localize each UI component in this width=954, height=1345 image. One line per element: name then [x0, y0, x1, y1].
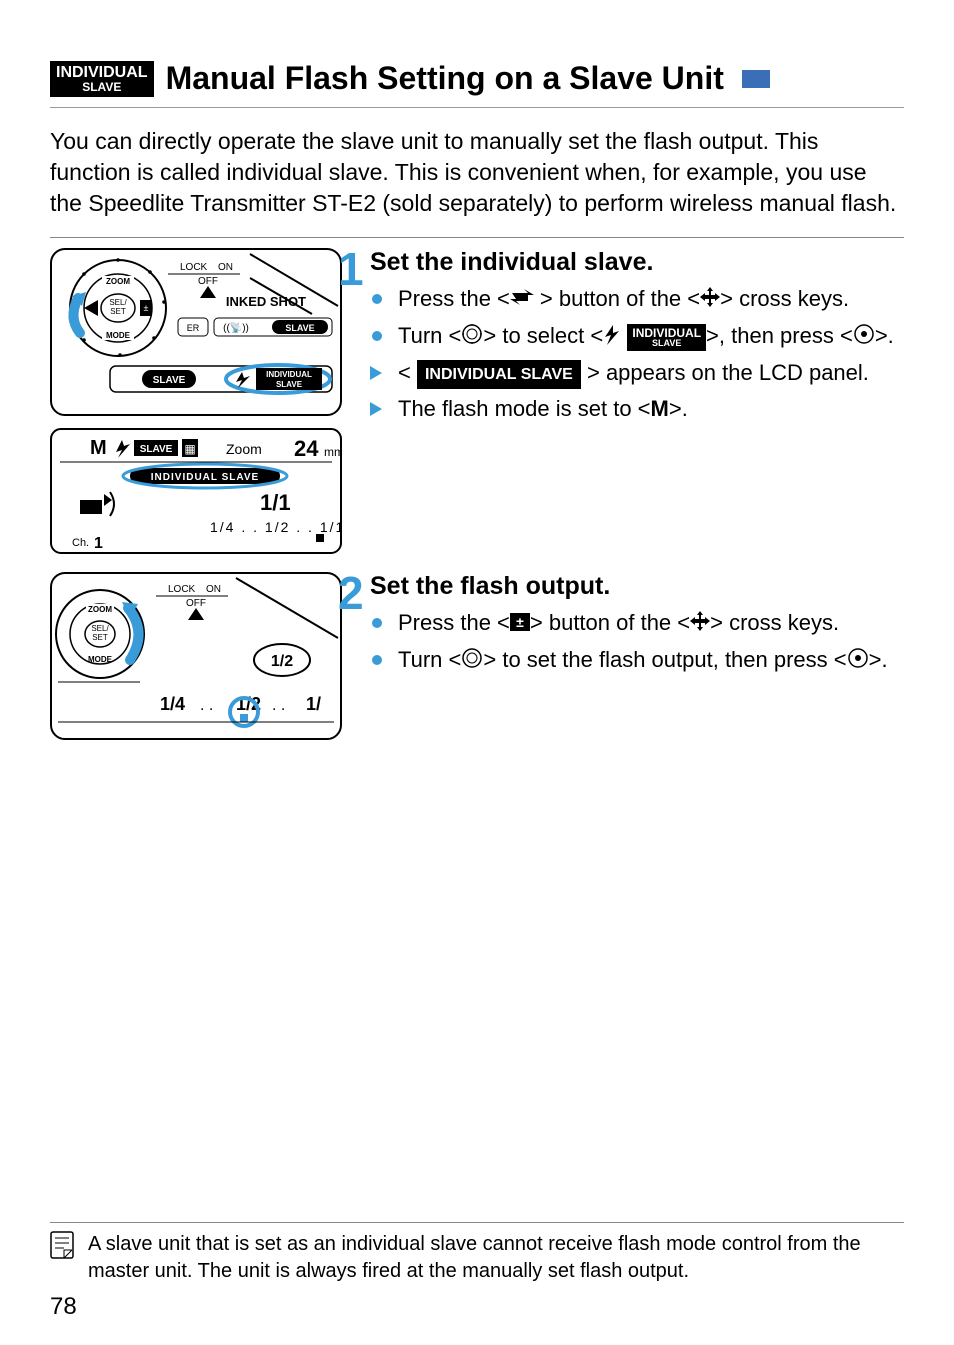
svg-text:LOCK: LOCK — [180, 262, 208, 273]
svg-text:SLAVE: SLAVE — [285, 323, 314, 333]
footnote-text: A slave unit that is set as an individua… — [88, 1231, 904, 1285]
svg-text:Ch.: Ch. — [72, 537, 89, 549]
svg-text:Zoom: Zoom — [226, 441, 262, 457]
plusminus-icon: ± — [510, 608, 530, 640]
svg-text:SLAVE: SLAVE — [276, 380, 303, 389]
step2-figures: SEL/ SET ZOOM MODE LOCK ON OFF — [50, 572, 342, 740]
svg-text:MODE: MODE — [88, 655, 113, 664]
divider — [50, 237, 904, 238]
step1-bullets: Press the <> button of the <> cross keys… — [364, 283, 904, 425]
step2-bullets: Press the <±> button of the <> cross key… — [364, 607, 904, 677]
footnote-region: A slave unit that is set as an individua… — [50, 1222, 904, 1285]
page-title: Manual Flash Setting on a Slave Unit — [166, 60, 724, 97]
step-2: SEL/ SET ZOOM MODE LOCK ON OFF — [50, 572, 904, 740]
step-1: SEL/ SET ZOOM MODE — [50, 248, 904, 554]
svg-text:±: ± — [144, 303, 149, 313]
svg-text:ZOOM: ZOOM — [88, 605, 112, 614]
dial-icon — [461, 646, 483, 678]
svg-text:((📡)): ((📡)) — [223, 321, 249, 334]
figure-2: M SLAVE ▦ Zoom 24 mm INDIVIDUAL SLAVE — [50, 428, 342, 554]
svg-text:ER: ER — [187, 323, 200, 333]
step1-item3: < INDIVIDUAL SLAVE > appears on the LCD … — [392, 357, 904, 389]
svg-text:1/2: 1/2 — [271, 653, 293, 670]
step-number-2: 2 — [338, 566, 364, 620]
intro-paragraph: You can directly operate the slave unit … — [50, 126, 904, 219]
svg-text:LOCK: LOCK — [168, 584, 196, 595]
svg-text:24: 24 — [294, 436, 319, 461]
footnote: A slave unit that is set as an individua… — [50, 1222, 904, 1285]
svg-text:1/4: 1/4 — [160, 694, 185, 714]
svg-text:. .: . . — [272, 697, 285, 714]
svg-text:±: ± — [516, 614, 524, 630]
svg-text:OFF: OFF — [198, 276, 218, 287]
title-row: INDIVIDUAL SLAVE Manual Flash Setting on… — [50, 60, 904, 108]
step2-text: 2 Set the flash output. Press the <±> bu… — [364, 572, 904, 740]
step1-text: 1 Set the individual slave. Press the <>… — [364, 248, 904, 554]
m-mode-label: M — [651, 396, 669, 421]
svg-text:1/: 1/ — [306, 694, 321, 714]
svg-text:▦: ▦ — [184, 442, 195, 456]
svg-text:. .: . . — [200, 697, 213, 714]
accent-square — [742, 70, 770, 88]
svg-text:ON: ON — [206, 584, 221, 595]
dial-icon — [461, 322, 483, 354]
dial-dot-icon — [847, 646, 869, 678]
badge-bottom: SLAVE — [56, 81, 148, 93]
page-root: INDIVIDUAL SLAVE Manual Flash Setting on… — [0, 0, 954, 1345]
step2-item1: Press the <±> button of the <> cross key… — [392, 607, 904, 640]
svg-text:INKED SHOT: INKED SHOT — [226, 294, 306, 309]
page-number: 78 — [50, 1293, 77, 1321]
svg-text:SLAVE: SLAVE — [153, 375, 186, 386]
individual-slave-large-badge: INDIVIDUAL SLAVE — [417, 360, 581, 389]
svg-text:INDIVIDUAL: INDIVIDUAL — [266, 370, 312, 379]
svg-text:1: 1 — [94, 535, 103, 552]
figure-1: SEL/ SET ZOOM MODE — [50, 248, 342, 416]
individual-slave-inline-badge: INDIVIDUALSLAVE — [627, 324, 706, 351]
sel-set-label: SEL/ — [109, 298, 127, 307]
dial-dot-icon — [853, 322, 875, 354]
svg-text:1/4 . . 1/2 . . 1/1: 1/4 . . 1/2 . . 1/1 — [210, 519, 342, 535]
bolt-icon — [603, 322, 621, 354]
svg-text:SLAVE: SLAVE — [140, 444, 173, 455]
step1-item1: Press the <> button of the <> cross keys… — [392, 283, 904, 316]
svg-text:SET: SET — [110, 307, 126, 316]
svg-text:SEL/: SEL/ — [91, 624, 109, 633]
step2-item2: Turn <> to set the flash output, then pr… — [392, 644, 904, 677]
steps-container: SEL/ SET ZOOM MODE — [50, 248, 904, 740]
step1-item4: The flash mode is set to <M>. — [392, 393, 904, 425]
z-arrow-icon — [510, 284, 540, 316]
cross-keys-icon — [690, 608, 710, 640]
individual-slave-badge: INDIVIDUAL SLAVE — [50, 61, 154, 97]
step-number-1: 1 — [338, 242, 364, 296]
step1-title: Set the individual slave. — [364, 248, 904, 277]
svg-text:mm: mm — [324, 445, 342, 459]
svg-text:M: M — [90, 437, 107, 459]
svg-text:ZOOM: ZOOM — [106, 277, 130, 286]
svg-text:ON: ON — [218, 262, 233, 273]
svg-text:MODE: MODE — [106, 331, 131, 340]
step1-figures: SEL/ SET ZOOM MODE — [50, 248, 342, 554]
figure-3: SEL/ SET ZOOM MODE LOCK ON OFF — [50, 572, 342, 740]
badge-top: INDIVIDUAL — [56, 64, 148, 81]
cross-keys-icon — [700, 284, 720, 316]
step1-item2: Turn <> to select < INDIVIDUALSLAVE>, th… — [392, 320, 904, 353]
svg-text:1/1: 1/1 — [260, 490, 291, 515]
step2-title: Set the flash output. — [364, 572, 904, 601]
svg-text:SET: SET — [92, 633, 108, 642]
note-icon — [50, 1231, 74, 1285]
svg-text:INDIVIDUAL SLAVE: INDIVIDUAL SLAVE — [151, 472, 259, 483]
svg-text:OFF: OFF — [186, 598, 206, 609]
